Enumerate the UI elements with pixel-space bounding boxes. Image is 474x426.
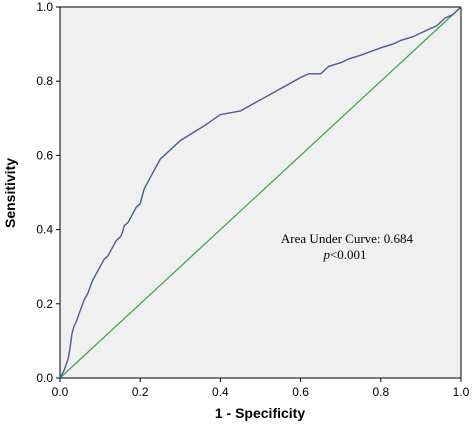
auc-annotation: Area Under Curve: 0.684: [281, 231, 414, 246]
roc-curve-line: [59, 6, 462, 379]
y-tick-label: 0.4: [36, 223, 53, 237]
p-letter: p: [322, 247, 330, 262]
reference-diagonal-line: [59, 6, 462, 379]
x-tick-label: 0.2: [132, 385, 149, 399]
p-value: <0.001: [330, 247, 367, 262]
y-axis-title: Sensitivity: [2, 158, 18, 228]
y-tick-label: 1.0: [36, 0, 53, 14]
y-axis: 0.0 0.2 0.4 0.6 0.8 1.0: [36, 0, 60, 385]
p-value-annotation: p<0.001: [322, 247, 366, 262]
x-tick-label: 0.8: [372, 385, 389, 399]
x-tick-label: 0.0: [52, 385, 69, 399]
y-tick-label: 0.0: [36, 371, 53, 385]
x-tick-label: 0.6: [292, 385, 309, 399]
y-tick-label: 0.8: [36, 74, 53, 88]
x-axis: 0.0 0.2 0.4 0.6 0.8 1.0: [52, 378, 470, 399]
x-tick-label: 0.4: [212, 385, 229, 399]
x-axis-title: 1 - Specificity: [215, 405, 305, 421]
y-tick-label: 0.6: [36, 148, 53, 162]
x-tick-label: 1.0: [453, 385, 470, 399]
y-tick-label: 0.2: [36, 297, 53, 311]
